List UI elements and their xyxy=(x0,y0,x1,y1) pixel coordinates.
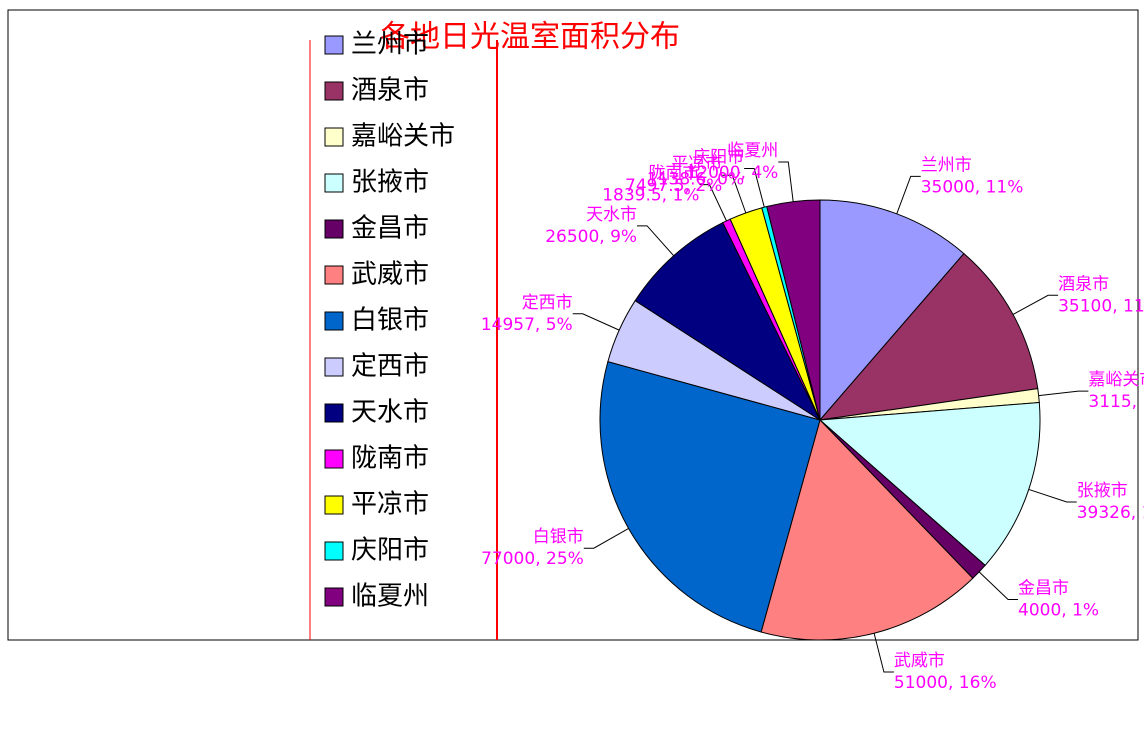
data-label: 35000, 11% xyxy=(921,177,1024,197)
data-label: 35100, 11% xyxy=(1058,296,1144,316)
data-label: 26500, 9% xyxy=(545,227,637,247)
legend-label: 临夏州 xyxy=(351,582,429,612)
data-label-name: 天水市 xyxy=(586,205,637,225)
legend-swatch xyxy=(324,541,344,561)
data-label: 1839.5, 1% xyxy=(602,186,699,206)
leader-line xyxy=(1012,294,1059,315)
data-label: 51000, 16% xyxy=(894,673,997,693)
data-label: 14957, 5% xyxy=(481,315,573,335)
leader-line xyxy=(637,225,675,257)
data-label: 7497.5, 2% xyxy=(625,176,722,196)
data-label-name: 嘉峪关市 xyxy=(1088,370,1144,390)
data-label: 39326, 13% xyxy=(1077,503,1144,523)
legend-label: 酒泉市 xyxy=(351,76,429,106)
data-label: 3115, 1% xyxy=(1088,392,1144,412)
legend-swatch xyxy=(324,127,344,147)
leader-line xyxy=(896,175,921,215)
leader-line xyxy=(978,571,1019,601)
legend-label: 定西市 xyxy=(351,352,429,382)
legend-swatch xyxy=(324,449,344,469)
pie-slice xyxy=(766,199,821,421)
legend-swatch xyxy=(324,357,344,377)
data-label-name: 武威市 xyxy=(894,651,945,671)
data-label: 77000, 25% xyxy=(481,549,584,569)
legend-label: 张掖市 xyxy=(351,168,429,198)
data-label: 4000, 1% xyxy=(1018,601,1099,621)
legend-label: 天水市 xyxy=(351,398,429,428)
data-label-name: 兰州市 xyxy=(921,155,972,175)
leader-line xyxy=(778,161,794,202)
data-label-name: 白银市 xyxy=(533,527,584,547)
leader-line xyxy=(583,528,629,549)
legend-swatch xyxy=(324,311,344,331)
legend-label: 平凉市 xyxy=(351,490,429,520)
leader-line xyxy=(699,184,727,222)
data-label-name: 酒泉市 xyxy=(1058,274,1109,294)
legend-label: 庆阳市 xyxy=(351,536,429,566)
leader-line xyxy=(873,633,894,673)
data-label: 12000, 4% xyxy=(686,163,778,183)
pie-slice xyxy=(599,361,821,633)
leader-line xyxy=(744,167,765,208)
leader-line xyxy=(572,313,620,331)
legend-label: 兰州市 xyxy=(351,30,429,60)
legend-swatch xyxy=(324,81,344,101)
data-label-name: 陇南市 xyxy=(648,164,699,184)
pie-slice xyxy=(819,199,965,422)
legend-label: 金昌市 xyxy=(351,214,429,244)
legend-label: 陇南市 xyxy=(351,444,429,474)
chart-title: 各地日光温室面积分布 xyxy=(380,20,680,55)
legend-label: 嘉峪关市 xyxy=(351,122,455,152)
legend-swatch xyxy=(324,495,344,515)
leader-line xyxy=(1038,390,1089,397)
pie-slice xyxy=(760,419,974,641)
leader-line xyxy=(722,174,747,214)
data-label: 1138.6, 0% xyxy=(647,169,744,189)
data-label-name: 临夏州 xyxy=(727,141,778,161)
data-label-name: 庆阳市 xyxy=(693,147,744,167)
legend-swatch xyxy=(324,403,344,423)
legend-label: 白银市 xyxy=(351,306,429,336)
pie-slice xyxy=(818,252,1039,421)
data-label-name: 张掖市 xyxy=(1077,481,1128,501)
data-label-name: 平凉市 xyxy=(671,154,722,174)
pie-slice xyxy=(818,401,1041,567)
leader-line xyxy=(1028,488,1077,503)
legend-swatch xyxy=(324,587,344,607)
data-label-name: 金昌市 xyxy=(1018,579,1069,599)
legend-swatch xyxy=(324,219,344,239)
legend-swatch xyxy=(324,173,344,193)
legend-swatch xyxy=(324,265,344,285)
legend-swatch xyxy=(324,35,344,55)
data-label-name: 定西市 xyxy=(522,293,573,313)
legend-label: 武威市 xyxy=(351,260,429,290)
